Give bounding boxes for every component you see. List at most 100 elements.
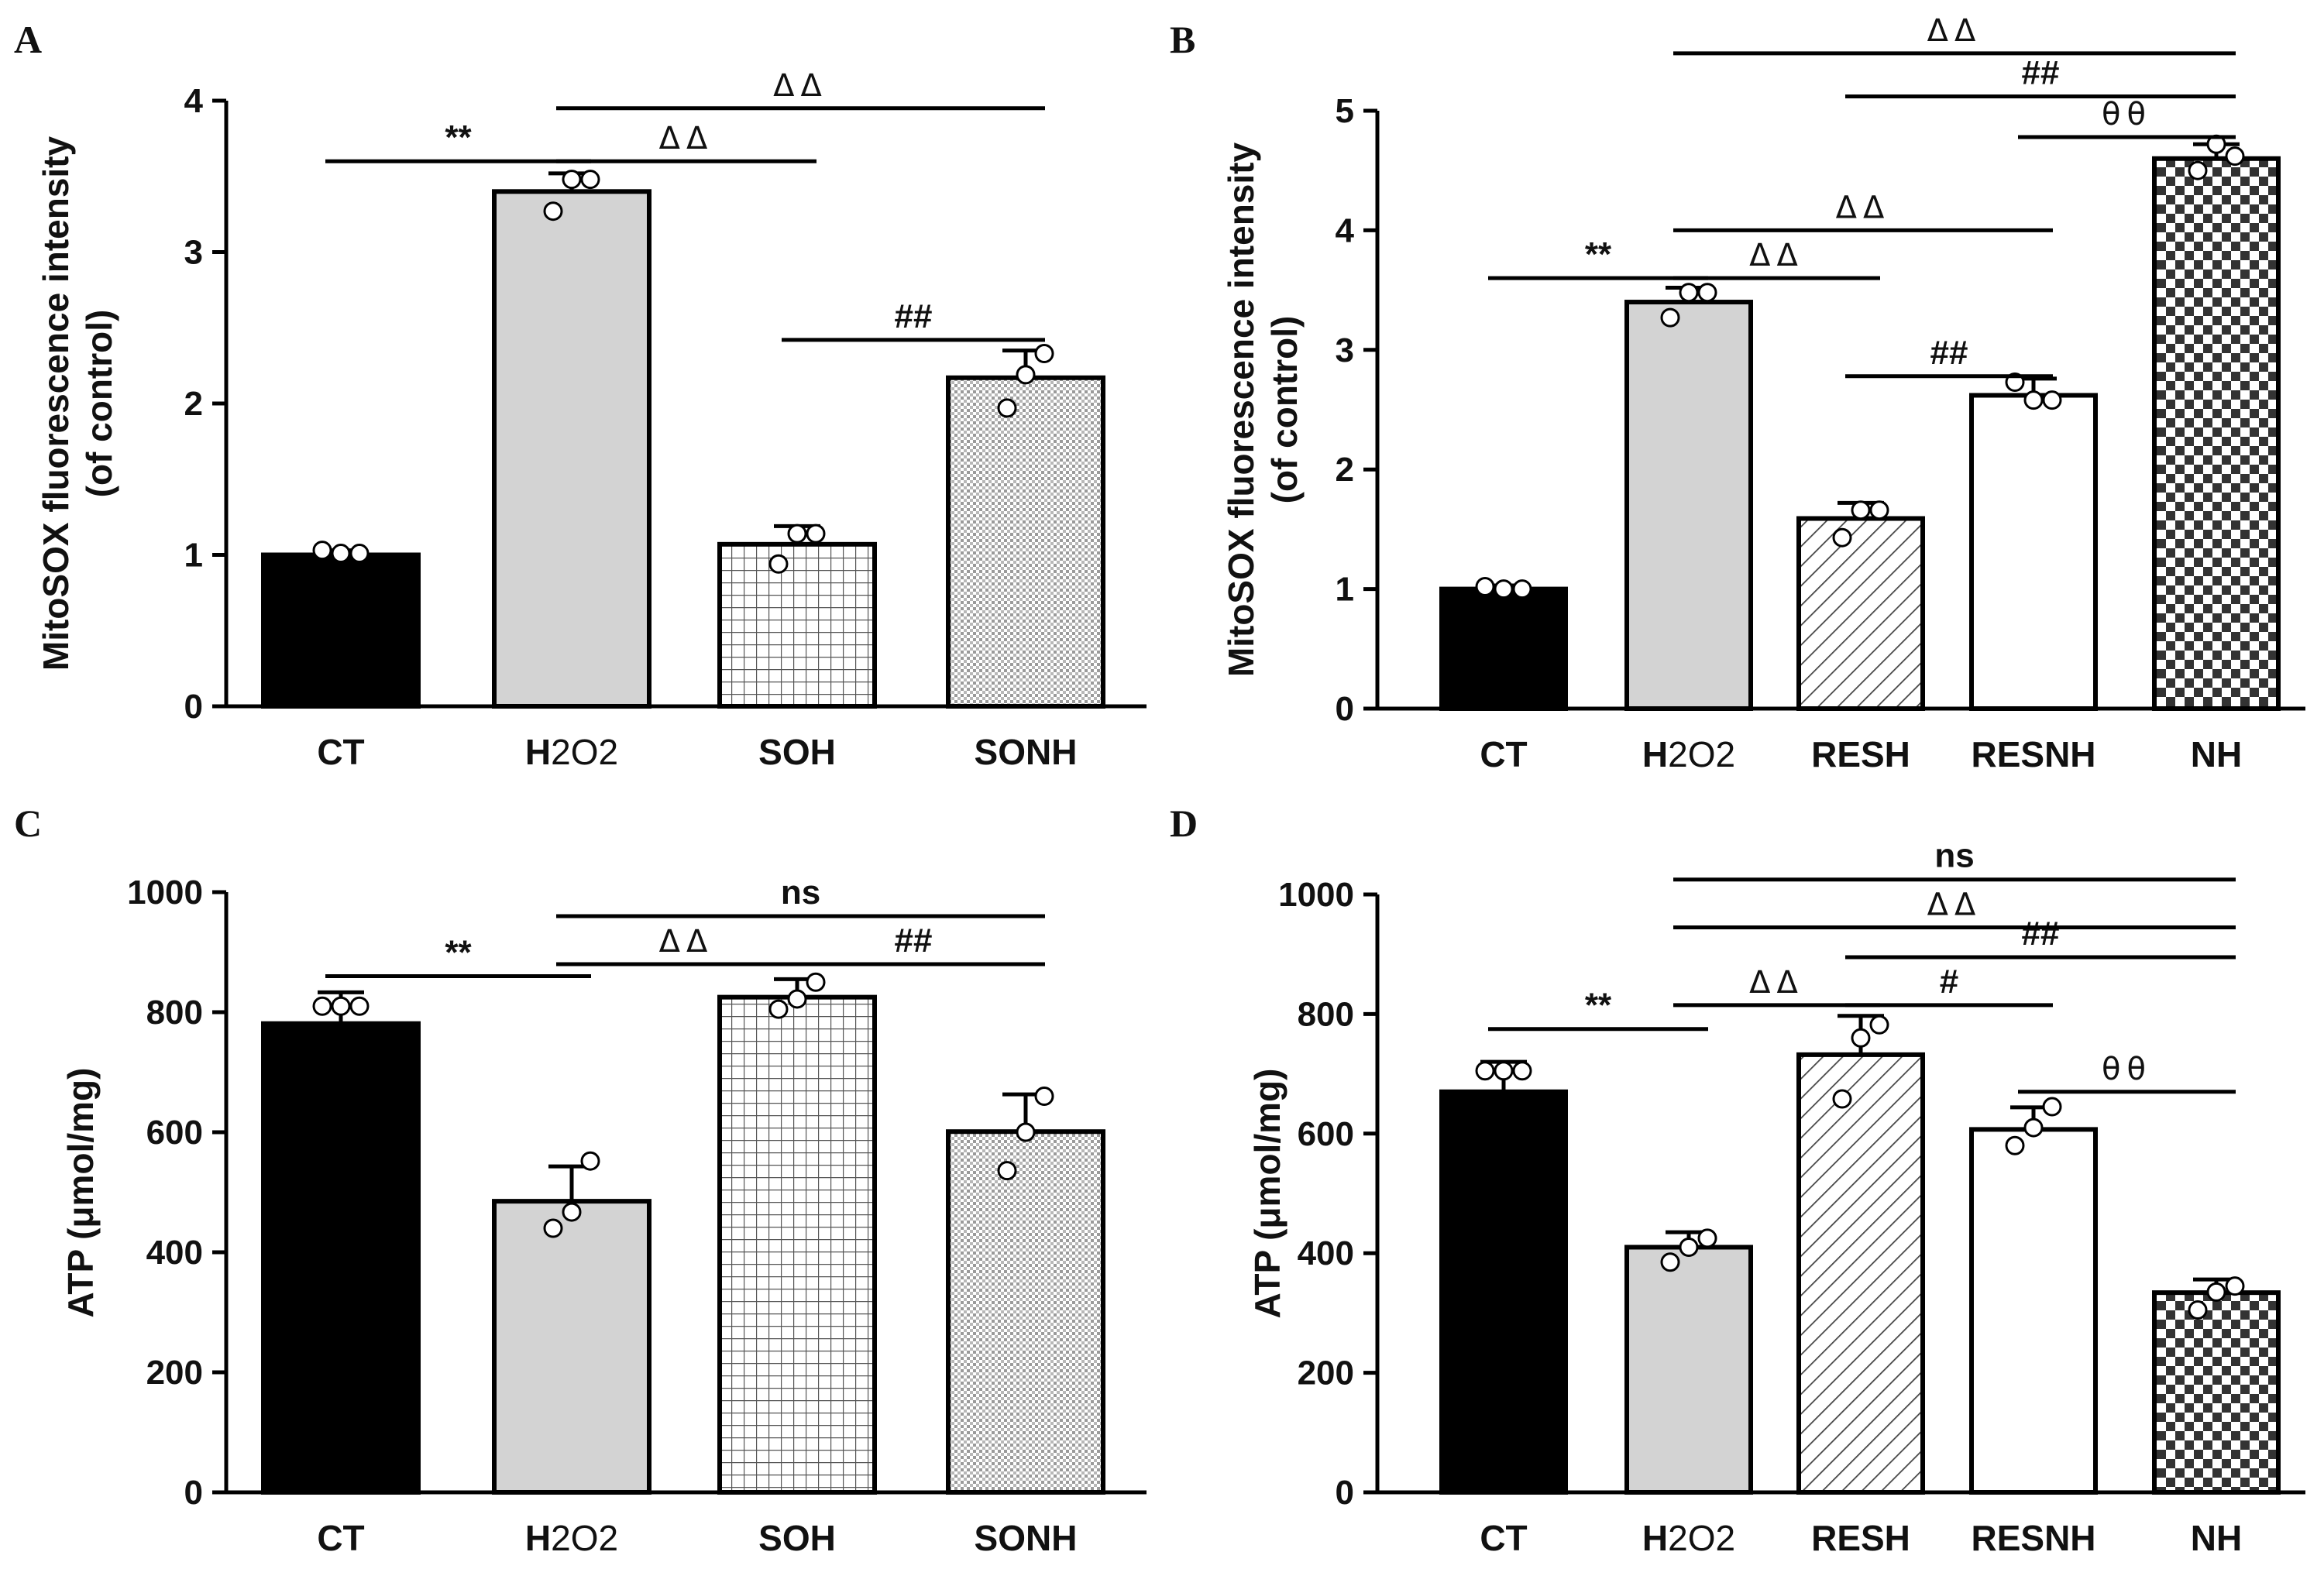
panel-letter-d: D bbox=[1170, 802, 1198, 845]
data-point bbox=[331, 996, 351, 1016]
significance-label: ** bbox=[1585, 235, 1612, 273]
data-point bbox=[1475, 1061, 1495, 1081]
y-axis-title: ATP (μmol/mg) bbox=[60, 1068, 101, 1318]
bar-d-nh bbox=[2152, 1290, 2281, 1495]
data-point bbox=[543, 1218, 563, 1238]
data-point bbox=[1016, 365, 1036, 385]
y-axis-title: MitoSOX fluorescence intensity bbox=[1221, 142, 1261, 678]
y-tick-label: 3 bbox=[184, 234, 203, 272]
significance-label: ## bbox=[895, 922, 933, 960]
y-tick-label: 200 bbox=[1298, 1354, 1354, 1392]
bar-a-soh bbox=[717, 541, 877, 709]
data-point bbox=[1679, 1237, 1699, 1257]
x-tick-label: RESH bbox=[1811, 1518, 1910, 1558]
data-point bbox=[1494, 579, 1514, 599]
y-tick-label: 0 bbox=[184, 688, 203, 726]
x-tick-label: H2O2 bbox=[525, 732, 618, 772]
data-point bbox=[331, 544, 351, 564]
data-point bbox=[1697, 283, 1717, 303]
significance-label: ## bbox=[895, 297, 933, 335]
bar-c-ct bbox=[261, 1021, 421, 1495]
y-tick-label: 3 bbox=[1336, 331, 1354, 369]
y-axis-title-unit: (of control) bbox=[1264, 316, 1305, 504]
y-tick-label: 800 bbox=[1298, 995, 1354, 1033]
x-tick-label: H2O2 bbox=[525, 1518, 618, 1558]
y-tick-label: 1000 bbox=[127, 874, 203, 912]
data-point bbox=[2005, 1135, 2025, 1155]
bar-a-sonh bbox=[946, 375, 1105, 709]
data-point bbox=[562, 170, 582, 190]
significance-label: ΔΔ bbox=[1749, 965, 1804, 1001]
data-point bbox=[1512, 579, 1532, 599]
significance-label: ΔΔ bbox=[1927, 887, 1982, 922]
data-point bbox=[1660, 307, 1680, 328]
x-tick-label: SOH bbox=[758, 732, 836, 772]
x-tick-label: NH bbox=[2191, 734, 2242, 774]
data-point bbox=[768, 999, 789, 1019]
data-point bbox=[1494, 1061, 1514, 1081]
panel-a-plot: 0 1 2 3 4 MitoSOX fluorescence intensity (of c… bbox=[36, 68, 1147, 772]
bar-a-ct bbox=[261, 552, 421, 709]
y-tick-label: 400 bbox=[1298, 1234, 1354, 1272]
significance-label: θθ bbox=[2102, 97, 2152, 132]
x-tick-label: SONH bbox=[975, 732, 1078, 772]
significance-label: ## bbox=[2022, 53, 2060, 91]
data-point bbox=[1016, 1122, 1036, 1142]
panel-c: C 0 200 400 600 800 1000 ATP (μmol/mg) CT H2O2 SO… bbox=[14, 802, 1147, 1558]
data-point bbox=[2188, 1300, 2208, 1320]
bar-d-resnh bbox=[1969, 1127, 2098, 1495]
data-point bbox=[580, 170, 600, 190]
y-tick-label: 0 bbox=[1336, 1474, 1354, 1512]
panel-b-plot: 0 1 2 3 4 5 MitoSOX fluorescence intensity (of … bbox=[1221, 13, 2305, 774]
data-point bbox=[2042, 1097, 2062, 1117]
data-point bbox=[1679, 283, 1699, 303]
data-point bbox=[1034, 1087, 1054, 1106]
panel-letter-b: B bbox=[1170, 18, 1195, 61]
data-point bbox=[787, 989, 807, 1009]
data-point bbox=[1034, 343, 1054, 363]
data-point bbox=[2188, 160, 2208, 180]
y-tick-label: 200 bbox=[146, 1354, 203, 1392]
significance-label: ** bbox=[445, 934, 472, 972]
significance-label: ## bbox=[2022, 915, 2060, 953]
x-tick-label: RESH bbox=[1811, 734, 1910, 774]
significance-label: # bbox=[1940, 963, 1958, 1001]
significance-label: ** bbox=[1585, 987, 1612, 1025]
y-axis-title-unit: (of control) bbox=[79, 310, 119, 498]
y-tick-label: 5 bbox=[1336, 92, 1354, 130]
panel-letter-a: A bbox=[14, 18, 42, 61]
bar-d-ct bbox=[1439, 1089, 1568, 1495]
data-point bbox=[1869, 1015, 1889, 1035]
x-tick-label: H2O2 bbox=[1642, 734, 1735, 774]
data-point bbox=[312, 541, 332, 561]
y-tick-label: 4 bbox=[184, 82, 204, 120]
data-point bbox=[997, 1161, 1017, 1181]
x-tick-label: RESNH bbox=[1971, 734, 2095, 774]
y-tick-label: 4 bbox=[1336, 211, 1355, 249]
data-point bbox=[349, 544, 370, 564]
data-point bbox=[1475, 577, 1495, 597]
significance-label: θθ bbox=[2102, 1052, 2152, 1087]
x-tick-label: NH bbox=[2191, 1518, 2242, 1558]
x-tick-label: CT bbox=[1480, 1518, 1527, 1558]
data-point bbox=[1851, 500, 1871, 520]
data-point bbox=[806, 524, 826, 544]
x-tick-label: H2O2 bbox=[1642, 1518, 1735, 1558]
significance-label: ΔΔ bbox=[773, 68, 828, 104]
significance-label: ΔΔ bbox=[659, 924, 714, 960]
bar-a-h2o2 bbox=[492, 189, 651, 709]
data-point bbox=[1832, 527, 1852, 548]
x-tick-label: CT bbox=[317, 1518, 364, 1558]
bar-b-h2o2 bbox=[1624, 300, 1753, 712]
data-point bbox=[768, 554, 789, 574]
significance-label: ** bbox=[445, 118, 472, 156]
bar-d-resh bbox=[1796, 1052, 1925, 1495]
panel-d: D 0 200 400 600 800 1000 ATP (μmol/mg) CT H2O2 RE… bbox=[1170, 802, 2305, 1558]
y-tick-label: 600 bbox=[146, 1114, 203, 1152]
panel-c-plot: 0 200 400 600 800 1000 ATP (μmol/mg) CT H2O2 SOH S… bbox=[60, 874, 1147, 1558]
data-point bbox=[2042, 390, 2062, 410]
data-point bbox=[1512, 1061, 1532, 1081]
bar-b-nh bbox=[2152, 156, 2281, 711]
y-tick-label: 2 bbox=[1336, 451, 1354, 489]
